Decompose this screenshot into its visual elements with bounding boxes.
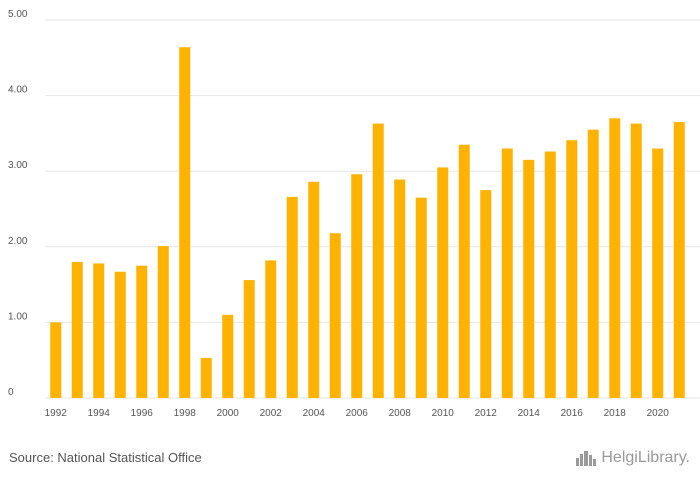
bar-2004: [308, 181, 320, 398]
x-tick-label: 2016: [561, 408, 584, 419]
bar-1994: [93, 263, 105, 398]
bar-1995: [114, 271, 126, 398]
bar-2009: [415, 197, 427, 398]
x-tick-label: 2006: [346, 408, 369, 419]
bar-1999: [200, 357, 212, 398]
x-tick-label: 2004: [303, 408, 326, 419]
bar-2005: [329, 233, 341, 398]
bar-2020: [652, 148, 664, 398]
x-tick-label: 1994: [88, 408, 111, 419]
bar-1998: [179, 47, 191, 398]
bar-2014: [523, 159, 535, 398]
city-skyline-icon: [576, 451, 597, 466]
y-axis-ticks: 0 1.00 2.00 3.00 4.00 5.00: [8, 9, 28, 398]
x-tick-label: 2014: [518, 408, 541, 419]
y-tick-label: 1.00: [8, 311, 28, 322]
x-tick-label: 2012: [475, 408, 498, 419]
bar-2010: [437, 167, 449, 398]
bar-2018: [609, 118, 621, 398]
x-tick-label: 2010: [432, 408, 455, 419]
bar-2001: [243, 280, 255, 398]
bar-1993: [71, 261, 83, 398]
bar-2007: [372, 123, 384, 399]
helgilibrary-logo: HelgiLibrary.: [575, 449, 690, 467]
x-tick-label: 1998: [174, 408, 197, 419]
bar-2013: [501, 148, 513, 398]
x-tick-label: 1996: [131, 408, 154, 419]
bar-2008: [394, 179, 406, 398]
bar-2003: [286, 196, 298, 398]
y-tick-label: 4.00: [8, 85, 28, 96]
x-tick-label: 2000: [217, 408, 240, 419]
source-note: Source: National Statistical Office: [9, 450, 202, 465]
x-tick-label: 2002: [260, 408, 283, 419]
y-tick-label: 3.00: [8, 160, 28, 171]
x-tick-label: 2018: [604, 408, 627, 419]
y-tick-label: 2.00: [8, 236, 28, 247]
bar-2006: [351, 174, 363, 398]
bar-1992: [50, 322, 62, 398]
bars: [50, 47, 685, 399]
bar-2002: [265, 260, 277, 398]
x-tick-label: 2008: [389, 408, 412, 419]
bar-2015: [544, 151, 556, 398]
bar-2000: [222, 314, 234, 398]
bar-2012: [480, 190, 492, 398]
x-tick-label: 1992: [45, 408, 68, 419]
x-tick-label: 2020: [647, 408, 670, 419]
y-tick-label: 5.00: [8, 9, 28, 20]
bar-2017: [587, 129, 599, 398]
bar-2011: [458, 144, 470, 398]
bar-1996: [136, 265, 148, 398]
y-tick-label: 0: [8, 387, 14, 398]
bar-2019: [630, 123, 642, 399]
bar-2016: [566, 140, 578, 399]
bar-2021: [673, 122, 685, 398]
x-axis-ticks: 1992 1994 1996 1998 2000 2002 2004 2006 2008 2010…: [45, 408, 670, 419]
brand-text: HelgiLibrary.: [601, 449, 690, 466]
bar-1997: [157, 246, 169, 398]
